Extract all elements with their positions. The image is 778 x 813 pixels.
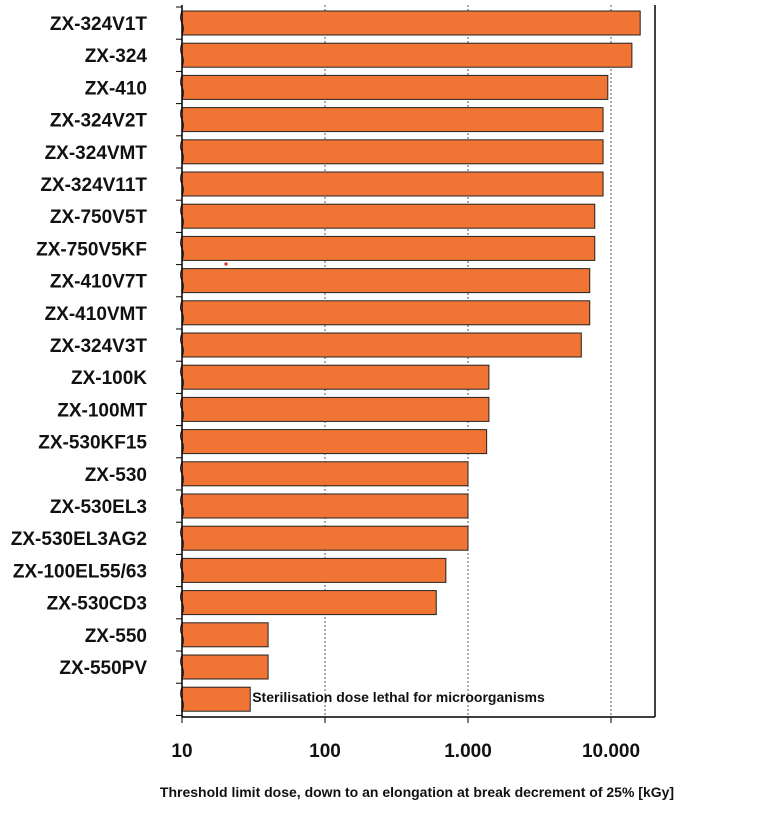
category-label: ZX-750V5T [50, 207, 148, 228]
bar [181, 396, 490, 422]
bar [181, 42, 633, 68]
bar [181, 171, 604, 197]
bar [181, 10, 641, 36]
bar [181, 654, 269, 680]
x-tick-label: 10 [171, 741, 192, 762]
x-tick-label: 1.000 [444, 741, 492, 762]
x-axis-label: Threshold limit dose, down to an elongat… [160, 784, 674, 800]
bar [181, 557, 447, 583]
bar [181, 686, 251, 712]
category-label: ZX-100MT [57, 400, 147, 421]
bar [181, 203, 596, 229]
category-label: ZX-410V7T [50, 272, 148, 293]
bar [181, 268, 591, 294]
category-label: ZX-530EL3 [50, 497, 147, 518]
category-label: ZX-324VMT [45, 143, 148, 164]
x-tick-label: 10.000 [582, 741, 640, 762]
annotation-label: Sterilisation dose lethal for microorgan… [252, 689, 545, 705]
bar [181, 139, 604, 165]
bars [180, 10, 641, 712]
bar [181, 300, 591, 326]
category-label: ZX-324V1T [50, 14, 148, 35]
category-label: ZX-100K [71, 368, 147, 389]
category-label: ZX-324V2T [50, 111, 148, 132]
bar [181, 235, 596, 261]
category-label: ZX-530KF15 [38, 433, 147, 454]
bar [181, 461, 469, 487]
category-label: ZX-410VMT [45, 304, 148, 325]
bar [181, 525, 469, 551]
category-label: ZX-530CD3 [47, 594, 147, 615]
axes [176, 5, 656, 723]
category-label: ZX-324V3T [50, 336, 148, 357]
x-tick-labels: 10 100 1.000 10.000 [171, 741, 640, 762]
category-label: ZX-530EL3AG2 [11, 529, 147, 550]
x-tick-label: 100 [309, 741, 341, 762]
category-label: ZX-750V5KF [36, 239, 147, 260]
bar [181, 493, 469, 519]
bar [181, 622, 269, 648]
category-label: ZX-100EL55/63 [13, 561, 147, 582]
category-labels: ZX-324V1T ZX-324 ZX-410 ZX-324V2T ZX-324VMT Z… [11, 14, 148, 679]
category-label: ZX-324V11T [40, 175, 147, 196]
bar [181, 107, 604, 133]
category-label: ZX-410 [85, 78, 147, 99]
annotations: Sterilisation dose lethal for microorgan… [252, 689, 545, 705]
bar [181, 74, 609, 100]
category-label: ZX-324 [85, 46, 148, 67]
category-label: ZX-550 [85, 626, 147, 647]
category-label: ZX-530 [85, 465, 147, 486]
bar [181, 364, 490, 390]
stray-dot-mark [224, 262, 228, 266]
bar [181, 590, 437, 616]
category-label: ZX-550PV [59, 658, 147, 679]
bar [181, 429, 488, 455]
bar [181, 332, 582, 358]
